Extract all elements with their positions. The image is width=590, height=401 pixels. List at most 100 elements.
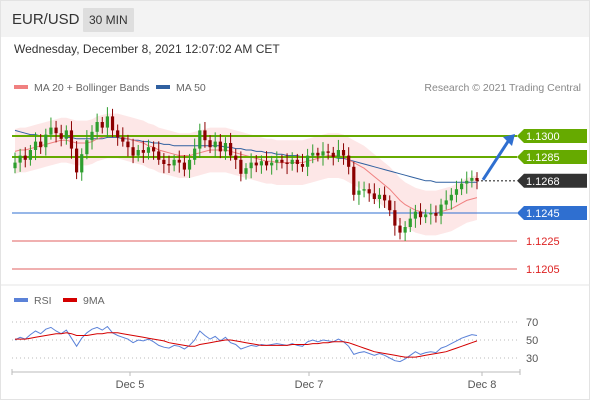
ma50-legend-label: MA 50 [176,82,206,94]
candle-body [357,190,361,195]
ma50-legend-swatch [156,85,170,89]
level-tag-resistance [517,129,587,143]
rsi-panel: 30 50 70 [12,317,538,365]
candle-body [377,194,382,199]
candle-body [136,150,140,156]
candle-body [280,159,284,163]
research-credit: Research © 2021 Trading Central [424,82,581,94]
candle-body [121,137,125,142]
rsi-tick-label: 70 [526,317,538,329]
level-tag-resistance [517,150,587,164]
candle-body [300,164,305,167]
level-labels: 1.1300 1.1285 1.1268 1.1245 1.1225 1.1205 [517,129,587,276]
candle-body [475,178,479,181]
symbol-title: EUR/USD [12,11,80,28]
candle-body [444,200,448,205]
candle-body [18,155,22,163]
candle-body [460,183,464,190]
candle-body [208,140,212,148]
candle-body [234,155,238,160]
candle-body [157,151,161,160]
timestamp: Wednesday, December 8, 2021 12:07:02 AM … [14,42,280,56]
candle-body [172,159,176,166]
candle-body [90,131,94,141]
candle-body [470,178,474,181]
candle-body [424,214,428,218]
x-tick-label: Dec 8 [468,379,497,391]
candle-body [177,159,181,163]
candle-body [434,213,438,216]
candle-body [249,162,253,169]
level-tag-current [517,173,587,188]
candle-body [367,189,371,194]
candle-body [239,159,243,174]
level-label: 1.1268 [526,176,560,188]
level-label: 1.1225 [526,236,560,248]
candle-body [270,162,274,166]
candle-body [100,122,104,128]
candle-body [182,162,186,170]
candle-body [167,164,171,166]
candle-body [352,166,356,195]
candle-body [311,152,315,156]
timeframe-badge[interactable]: 30 MIN [83,8,134,32]
candle-body [372,193,376,199]
candle-body [69,130,74,149]
candle-body [429,213,433,215]
candle-body [331,152,335,157]
x-tick-label: Dec 5 [116,379,145,391]
key-levels [12,135,517,270]
candle-body [146,147,151,153]
candle-body [223,143,228,152]
candle-body [105,116,109,128]
rsi-ma-legend-label: 9MA [83,295,105,307]
candle-body [341,150,346,156]
candle-body [413,211,417,219]
candle-body [285,162,289,164]
candle-body [80,154,84,173]
candle-body [44,134,48,148]
ma20-legend-label: MA 20 + Bollinger Bands [34,82,149,94]
candle-body [126,141,130,148]
candle-body [193,148,197,160]
candle-body [203,130,207,141]
candle-body [54,127,58,134]
candle-body [141,150,145,153]
candle-body [449,194,453,201]
candle-body [439,204,443,216]
candle-body [306,155,310,167]
candle-body [75,148,79,173]
candle-body [229,143,233,156]
candle-body [218,141,222,152]
candle-body [95,122,99,132]
candle-body [362,189,366,191]
rsi-legend-label: RSI [34,295,52,307]
x-axis-labels: Dec 5 Dec 7 Dec 8 [116,372,497,391]
candle-body [465,180,469,184]
ma20-legend-swatch [14,85,28,89]
candle-body [131,147,135,156]
candle-body [398,225,402,233]
candlesticks [13,107,479,241]
candle-body [28,150,32,160]
x-tick-label: Dec 7 [295,379,324,391]
candle-body [23,155,27,160]
forecast-arrow [481,134,515,181]
candle-body [198,130,202,149]
candle-body [403,227,407,233]
forecast-arrow-shaft [481,139,511,181]
candle-body [39,141,43,148]
candle-body [290,159,294,164]
candle-body [347,155,351,167]
widget-header: EUR/USD 30 MIN [1,1,589,37]
candle-body [13,162,17,169]
rsi-line [14,325,478,363]
candle-body [454,189,459,195]
candle-body [59,133,63,139]
candle-body [187,159,192,170]
candle-body [213,141,217,148]
rsi-tick-label: 50 [526,335,538,347]
candle-body [264,161,269,166]
